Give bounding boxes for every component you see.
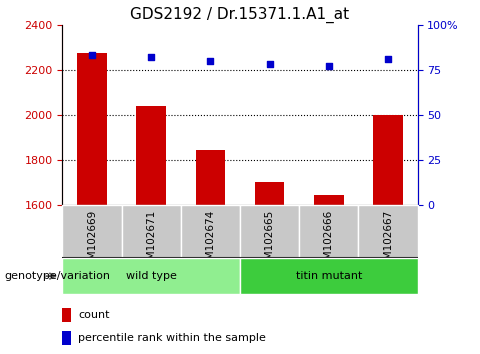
Text: GSM102671: GSM102671 [146, 210, 156, 273]
Point [147, 55, 155, 60]
Text: GSM102667: GSM102667 [383, 210, 393, 273]
Bar [136, 106, 166, 205]
Bar [181, 205, 240, 258]
Bar [314, 195, 344, 205]
Title: GDS2192 / Dr.15371.1.A1_at: GDS2192 / Dr.15371.1.A1_at [131, 7, 349, 23]
Bar [121, 205, 181, 258]
Bar [77, 53, 107, 205]
Text: GSM102669: GSM102669 [87, 210, 97, 273]
Text: wild type: wild type [126, 271, 177, 281]
Text: GSM102665: GSM102665 [264, 210, 275, 273]
Bar [299, 205, 359, 258]
Text: GSM102666: GSM102666 [324, 210, 334, 273]
Bar [62, 258, 240, 294]
Point [384, 56, 392, 62]
Bar [255, 182, 284, 205]
Text: GSM102674: GSM102674 [205, 210, 216, 273]
Bar [240, 205, 299, 258]
Text: percentile rank within the sample: percentile rank within the sample [78, 332, 266, 343]
Bar [196, 150, 225, 205]
Text: count: count [78, 310, 110, 320]
Bar [373, 115, 403, 205]
Text: genotype/variation: genotype/variation [5, 271, 111, 281]
Point [325, 63, 333, 69]
Bar [359, 205, 418, 258]
Point [88, 53, 96, 58]
Text: titin mutant: titin mutant [296, 271, 362, 281]
Bar [62, 205, 121, 258]
Bar [62, 331, 71, 344]
Point [206, 58, 214, 64]
Bar [240, 258, 418, 294]
Bar [62, 308, 71, 322]
Point [266, 62, 274, 67]
